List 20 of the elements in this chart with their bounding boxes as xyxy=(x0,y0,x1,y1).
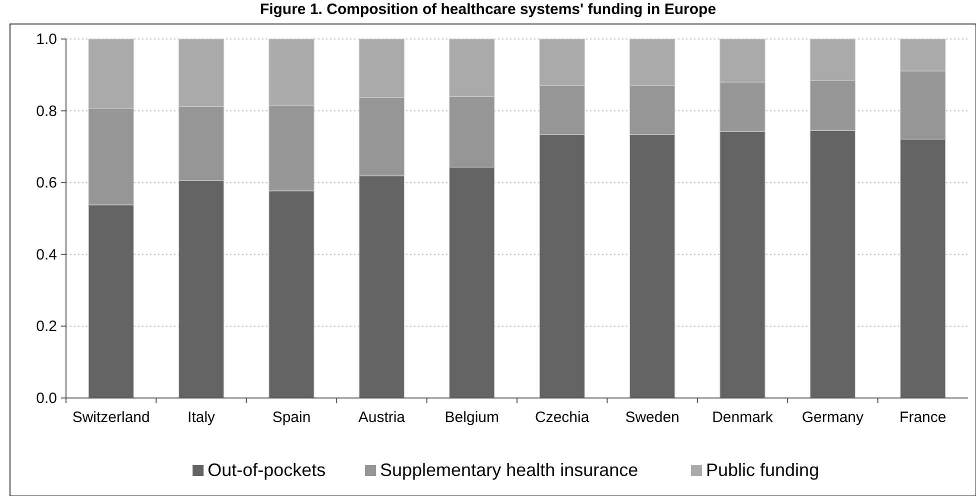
legend-label: Out-of-pockets xyxy=(208,460,326,480)
x-tick-label: Italy xyxy=(188,409,216,426)
x-tick-label: Belgium xyxy=(444,409,499,426)
x-tick-label: Spain xyxy=(272,409,311,426)
y-tick-label: 1.0 xyxy=(36,31,57,48)
y-tick-label: 0.8 xyxy=(36,102,57,120)
y-tick-label: 0.2 xyxy=(36,318,57,336)
y-tick-label: 0.4 xyxy=(36,246,57,264)
x-tick-label: Switzerland xyxy=(72,409,150,426)
y-tick-label: 0.0 xyxy=(36,390,57,407)
y-tick-label: 0.6 xyxy=(36,174,57,192)
chart-title: Figure 1. Composition of healthcare systems' funding in Europe xyxy=(260,1,716,18)
x-tick-label: Sweden xyxy=(625,409,680,426)
legend-label: Supplementary health insurance xyxy=(380,460,638,480)
x-tick-label: Denmark xyxy=(712,409,774,426)
x-tick-label: France xyxy=(900,409,946,426)
x-tick-label: Austria xyxy=(358,409,406,426)
x-tick-label: Germany xyxy=(802,409,864,426)
legend-label: Public funding xyxy=(706,460,820,480)
x-tick-label: Czechia xyxy=(535,409,590,426)
